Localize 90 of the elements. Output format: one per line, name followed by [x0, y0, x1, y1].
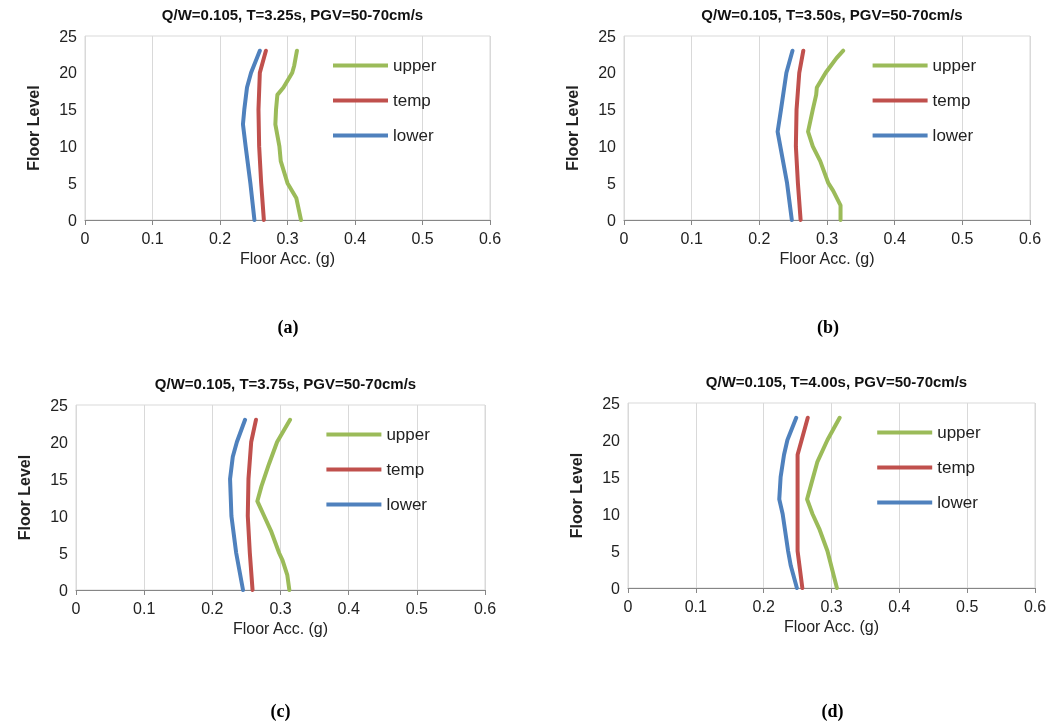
y-tick-label: 0 — [611, 579, 621, 597]
y-axis-title: Floor Level — [563, 85, 581, 171]
chart-title: Q/W=0.105, T=4.00s, PGV=50-70cm/s — [705, 373, 968, 390]
y-tick-label: 15 — [602, 468, 621, 486]
text: (b) — [817, 317, 839, 338]
y-axis-title: Floor Level — [24, 85, 42, 171]
y-tick-label: 10 — [602, 505, 621, 523]
y-axis-title: Floor Level — [567, 452, 585, 539]
x-tick-label: 0.2 — [752, 597, 775, 615]
x-axis-title: Floor Acc. (g) — [232, 620, 329, 638]
y-tick-label: 20 — [59, 64, 78, 82]
line-series — [806, 48, 846, 222]
y-tick-label: 15 — [50, 470, 69, 488]
y-tick-label: 20 — [598, 64, 617, 82]
legend-label: lower — [393, 126, 434, 145]
legend-label: upper — [393, 56, 437, 75]
x-tick-label: 0.3 — [276, 229, 299, 247]
x-tick-label: 0.1 — [141, 229, 164, 247]
y-tick-label: 0 — [68, 211, 78, 229]
y-tick-label: 15 — [598, 101, 617, 119]
x-tick-label: 0.5 — [405, 599, 429, 617]
legend-label: temp — [932, 91, 971, 110]
x-axis-title: Floor Acc. (g) — [779, 250, 875, 268]
legend-label: upper — [937, 423, 982, 442]
line-series — [775, 48, 795, 222]
y-tick-label: 10 — [50, 507, 69, 525]
y-tick-label: 5 — [607, 174, 617, 192]
x-axis-title: Floor Acc. (g) — [783, 618, 880, 636]
y-tick-label: 10 — [59, 137, 78, 155]
x-tick-label: 0.5 — [411, 229, 434, 247]
line-series — [805, 415, 842, 590]
chart-title: Q/W=0.105, T=3.25s, PGV=50-70cm/s — [161, 6, 424, 23]
line-series — [273, 48, 303, 222]
x-axis-title: Floor Acc. (g) — [239, 250, 336, 268]
text: (a) — [277, 317, 299, 338]
x-tick-label: 0.6 — [1023, 597, 1047, 615]
x-tick-label: 0.5 — [956, 597, 979, 615]
text: (d) — [821, 701, 844, 722]
x-tick-label: 0.2 — [748, 229, 771, 247]
y-tick-label: 5 — [59, 544, 69, 562]
x-tick-label: 0.4 — [883, 229, 906, 247]
legend-label: temp — [393, 91, 431, 110]
y-tick-label: 15 — [59, 101, 78, 119]
legend-label: upper — [932, 56, 977, 75]
legend-label: lower — [386, 495, 428, 514]
line-series — [240, 48, 262, 222]
x-tick-label: 0.6 — [473, 599, 497, 617]
y-tick-label: 20 — [602, 431, 621, 449]
line-series — [256, 48, 268, 222]
x-tick-label: 0 — [80, 229, 90, 247]
line-series — [245, 417, 258, 592]
x-tick-label: 0.1 — [684, 597, 708, 615]
text: (c) — [270, 701, 291, 722]
y-axis-title: Floor Level — [15, 454, 33, 541]
y-tick-label: 20 — [50, 433, 69, 451]
y-tick-label: 25 — [602, 394, 621, 412]
x-tick-label: 0.2 — [208, 229, 232, 247]
x-tick-label: 0.5 — [951, 229, 974, 247]
x-tick-label: 0.1 — [133, 599, 156, 617]
x-tick-label: 0.6 — [1018, 229, 1042, 247]
x-tick-label: 0.4 — [337, 599, 360, 617]
x-tick-label: 0.3 — [820, 597, 843, 615]
legend-label: lower — [932, 126, 974, 145]
legend-label: temp — [937, 458, 975, 477]
line-series — [228, 417, 248, 592]
y-tick-label: 0 — [607, 211, 617, 229]
line-series — [795, 415, 810, 590]
x-tick-label: 0 — [623, 597, 633, 615]
chart-title: Q/W=0.105, T=3.50s, PGV=50-70cm/s — [701, 6, 963, 23]
y-tick-label: 25 — [598, 27, 617, 45]
y-tick-label: 10 — [598, 137, 617, 155]
x-tick-label: 0.1 — [680, 229, 703, 247]
y-tick-label: 25 — [59, 27, 78, 45]
x-tick-label: 0.3 — [269, 599, 292, 617]
x-tick-label: 0.2 — [201, 599, 224, 617]
legend-label: upper — [386, 425, 431, 444]
x-tick-label: 0.4 — [343, 229, 367, 247]
legend-label: lower — [937, 493, 979, 512]
chart-title: Q/W=0.105, T=3.75s, PGV=50-70cm/s — [154, 375, 417, 392]
line-series — [255, 417, 293, 592]
line-series — [777, 415, 799, 590]
y-tick-label: 5 — [611, 542, 621, 560]
legend-label: temp — [386, 460, 425, 479]
x-tick-label: 0.6 — [478, 229, 502, 247]
line-series — [793, 48, 806, 222]
x-tick-label: 0.3 — [815, 229, 839, 247]
y-tick-label: 25 — [50, 396, 69, 414]
x-tick-label: 0.4 — [888, 597, 911, 615]
y-tick-label: 5 — [68, 174, 78, 192]
y-tick-label: 0 — [59, 581, 69, 599]
